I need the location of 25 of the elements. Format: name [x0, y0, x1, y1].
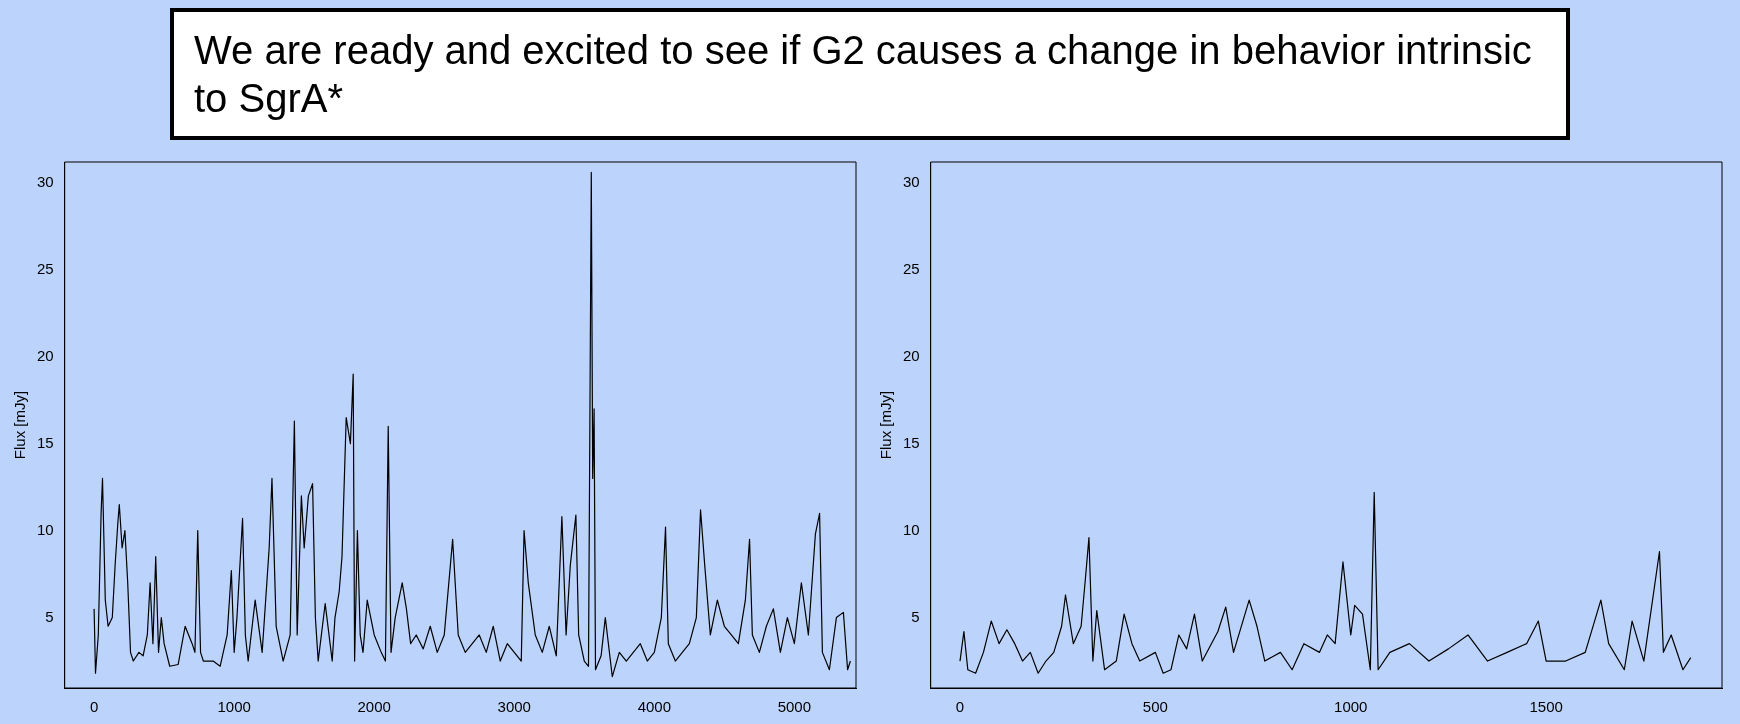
- y-tick-label: 30: [903, 173, 920, 191]
- y-tick-label: 5: [911, 607, 920, 625]
- y-tick-label: 20: [37, 346, 54, 364]
- y-tick-label: 15: [37, 433, 54, 451]
- text: We are ready and excited to see if G2 causes a change in behavior intrinsic to SgrA*: [170, 8, 1570, 140]
- x-tick-label: 1000: [217, 698, 251, 716]
- x-tick-label: 1500: [1529, 698, 1563, 716]
- x-tick-label: 0: [89, 698, 99, 716]
- y-axis-title: Flux [mJy]: [877, 390, 895, 460]
- y-tick-label: 25: [903, 259, 920, 277]
- y-axis-title: Flux [mJy]: [11, 390, 29, 460]
- x-tick-label: 4000: [637, 698, 672, 716]
- x-tick-label: 5000: [777, 698, 812, 716]
- x-tick-label: 500: [1142, 698, 1168, 716]
- x-tick-label: 2000: [357, 698, 391, 716]
- y-tick-label: 30: [37, 173, 54, 191]
- x-tick-label: 0: [955, 698, 965, 716]
- x-tick-label: 1000: [1334, 698, 1368, 716]
- y-tick-label: 10: [37, 520, 54, 538]
- y-tick-label: 15: [903, 433, 920, 451]
- x-tick-label: 3000: [497, 698, 531, 716]
- y-tick-label: 20: [903, 346, 920, 364]
- y-tick-label: 10: [903, 520, 920, 538]
- y-tick-label: 5: [45, 607, 54, 625]
- y-tick-label: 25: [37, 259, 54, 277]
